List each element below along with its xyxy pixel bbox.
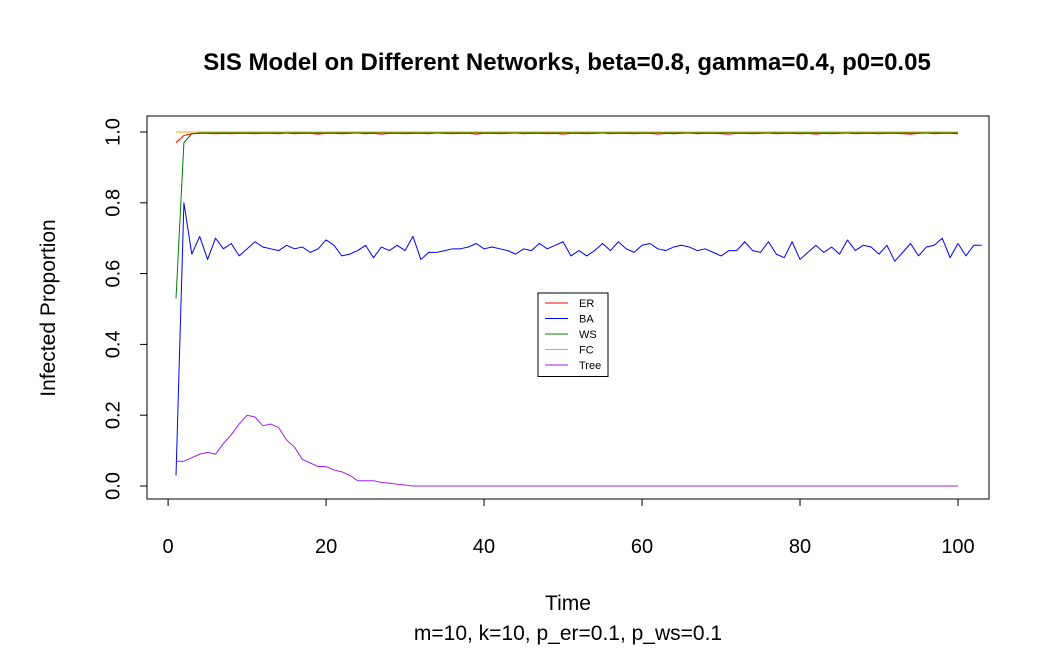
legend-label-fc: FC xyxy=(579,345,594,357)
x-axis: 0 20 40 60 80 100 xyxy=(163,498,975,558)
legend-box xyxy=(537,292,609,377)
x-axis-label: Time xyxy=(545,592,591,615)
y-tick-label: 0.4 xyxy=(102,330,124,358)
x-tick-label: 40 xyxy=(473,536,495,558)
series-line-tree xyxy=(176,414,958,487)
chart-subtitle: m=10, k=10, p_er=0.1, p_ws=0.1 xyxy=(414,622,722,645)
x-tick-label: 100 xyxy=(941,536,974,558)
y-tick-label: 0.0 xyxy=(102,472,124,500)
chart-title: SIS Model on Different Networks, beta=0.… xyxy=(203,49,931,76)
y-tick-label: 1.0 xyxy=(102,118,124,146)
legend: ER BA WS FC Tree xyxy=(537,292,609,377)
x-tick-label: 60 xyxy=(631,536,653,558)
x-tick-label: 80 xyxy=(789,536,811,558)
y-tick-label: 0.8 xyxy=(102,189,124,217)
y-axis-label: Infected Proportion xyxy=(37,219,60,396)
y-axis: 0.0 0.2 0.4 0.6 0.8 1.0 xyxy=(102,118,148,500)
legend-label-tree: Tree xyxy=(579,360,601,372)
series-line-er xyxy=(175,132,959,143)
y-tick-label: 0.2 xyxy=(102,401,124,429)
legend-label-ba: BA xyxy=(579,314,594,326)
x-tick-label: 20 xyxy=(315,536,337,558)
series-lines xyxy=(175,131,982,487)
y-tick-label: 0.6 xyxy=(102,260,124,288)
series-line-ws xyxy=(175,132,959,299)
legend-label-er: ER xyxy=(579,298,594,310)
series-line-ba xyxy=(175,202,982,476)
x-tick-label: 0 xyxy=(163,536,174,558)
legend-label-ws: WS xyxy=(579,329,597,341)
